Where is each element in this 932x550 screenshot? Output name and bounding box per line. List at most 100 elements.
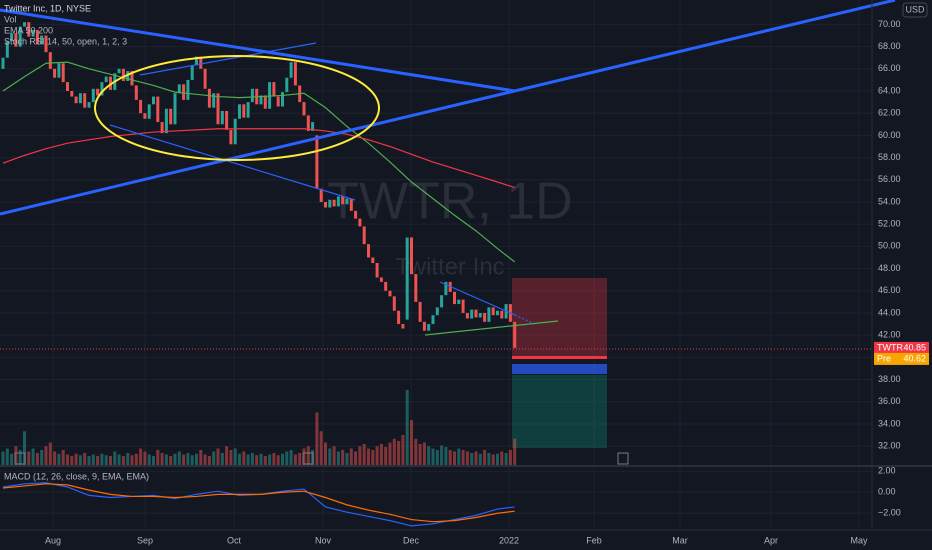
volume-bar bbox=[276, 455, 280, 465]
volume-bar bbox=[195, 453, 198, 465]
y-tick-label: 36.00 bbox=[878, 396, 901, 406]
x-tick-label: Oct bbox=[227, 535, 242, 545]
volume-bar bbox=[242, 451, 246, 465]
watermark-sub: Twitter Inc bbox=[395, 253, 504, 280]
volume-bar bbox=[100, 453, 104, 465]
y-tick-label: 60.00 bbox=[878, 130, 901, 140]
candle-body bbox=[35, 29, 39, 45]
y2-tick-label: 0.00 bbox=[878, 487, 896, 497]
pre-price-box bbox=[874, 352, 929, 365]
volume-bar bbox=[246, 454, 250, 465]
candle-body bbox=[440, 295, 444, 308]
volume-bar bbox=[435, 450, 439, 465]
labels: 70.00 68.00 66.00 64.00 62.00 60.00 58.00 56.00… bbox=[45, 19, 929, 545]
volume-bar bbox=[461, 450, 465, 465]
candle-body bbox=[362, 226, 366, 245]
candle-body bbox=[27, 22, 31, 37]
candle-body bbox=[293, 62, 297, 86]
volume-bar bbox=[233, 448, 237, 465]
candle-body bbox=[156, 96, 160, 123]
candle-body bbox=[319, 188, 323, 202]
candle-body bbox=[134, 85, 138, 100]
candle-body bbox=[345, 198, 349, 205]
candle-body bbox=[332, 199, 336, 207]
volume-bar bbox=[225, 446, 229, 465]
volume-bar bbox=[268, 454, 272, 465]
volume-bar bbox=[319, 431, 323, 465]
candle-body bbox=[341, 196, 345, 205]
volume-bar bbox=[70, 456, 74, 465]
volume-bar bbox=[48, 442, 52, 465]
title: Twitter Inc, 1D, NYSE bbox=[4, 3, 91, 13]
volume-bar bbox=[367, 448, 370, 465]
volume-bar bbox=[126, 453, 130, 465]
candle-body bbox=[100, 82, 104, 96]
volume-bar bbox=[345, 453, 349, 465]
candle-body bbox=[427, 324, 431, 331]
currency: USD bbox=[905, 4, 925, 14]
candle-body bbox=[225, 110, 229, 130]
x-tick-label: Nov bbox=[315, 535, 332, 545]
volume-bar bbox=[139, 448, 143, 465]
trend-line bbox=[0, 8, 516, 93]
volume-bar bbox=[238, 453, 241, 465]
candle-body bbox=[453, 291, 456, 305]
candle-body bbox=[147, 104, 151, 119]
candle-body bbox=[470, 309, 474, 319]
earnings-icons bbox=[14, 452, 629, 465]
candle-body bbox=[371, 257, 375, 264]
earnings-icon[interactable] bbox=[617, 452, 629, 465]
candle-body bbox=[246, 102, 250, 118]
candle-body bbox=[169, 108, 173, 125]
x-tick-label: Sep bbox=[137, 535, 153, 545]
volume-bar bbox=[229, 450, 233, 465]
volume-bar bbox=[500, 451, 504, 465]
volume-bar bbox=[212, 451, 216, 465]
candle-body bbox=[74, 96, 78, 104]
candle-body bbox=[44, 35, 48, 53]
volume-bar bbox=[336, 451, 340, 465]
candle-body bbox=[358, 218, 362, 227]
volume-bar bbox=[422, 442, 426, 465]
candle-body bbox=[70, 91, 74, 97]
indicator: EMA 50 200 bbox=[4, 25, 53, 35]
volume-bar bbox=[328, 448, 332, 465]
candle-body bbox=[83, 93, 87, 108]
candle-body bbox=[195, 56, 198, 66]
candle-body bbox=[18, 26, 22, 47]
volume-bar bbox=[513, 438, 517, 465]
pre-price-symbol: Pre bbox=[877, 353, 891, 363]
candle-body bbox=[336, 196, 340, 207]
earnings-icon[interactable] bbox=[14, 452, 26, 465]
volume-bar bbox=[379, 444, 383, 465]
earnings-icon[interactable] bbox=[302, 452, 314, 465]
currency-box[interactable] bbox=[902, 2, 928, 18]
volume-bar bbox=[220, 453, 224, 465]
candle-body bbox=[207, 88, 211, 108]
candle-body bbox=[513, 321, 517, 348]
candle-body bbox=[87, 102, 91, 108]
candle-body bbox=[259, 95, 263, 105]
candle-body bbox=[104, 76, 108, 83]
x-tick-label: May bbox=[850, 535, 868, 545]
last-price-symbol: TWTR bbox=[877, 342, 903, 352]
candle-body bbox=[10, 33, 14, 42]
candle-body bbox=[384, 281, 388, 291]
volume-bar bbox=[483, 450, 487, 465]
volume-bar bbox=[53, 451, 57, 465]
candle-body bbox=[414, 274, 418, 302]
candle-body bbox=[216, 93, 220, 125]
candle-body bbox=[78, 93, 82, 104]
candle-body bbox=[397, 310, 401, 325]
volume-bar bbox=[289, 450, 293, 465]
candle-body bbox=[487, 307, 491, 322]
volume-bar bbox=[40, 450, 44, 465]
candle-body bbox=[173, 93, 177, 125]
volume-bar bbox=[190, 455, 194, 465]
volume-bar bbox=[35, 453, 39, 465]
volume-bar bbox=[427, 446, 431, 465]
indicator: Vol bbox=[4, 14, 17, 24]
candle-body bbox=[203, 68, 207, 89]
volume-bar bbox=[27, 451, 31, 465]
